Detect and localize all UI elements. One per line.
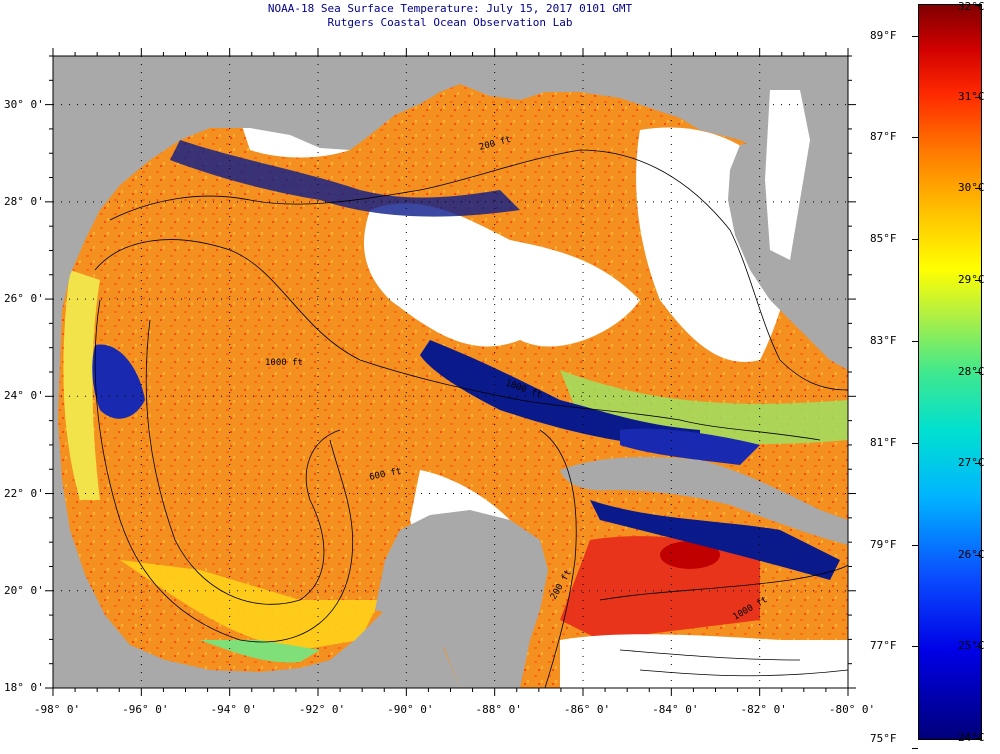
- colorbar-celsius-label: 30°C: [958, 181, 985, 195]
- longitude-label: -98° 0': [33, 703, 81, 716]
- latitude-label: 20° 0': [4, 583, 44, 597]
- contour-yucatan-shelf: [539, 429, 577, 688]
- land-yucatan: [375, 510, 548, 688]
- colorbar-tick: [912, 239, 918, 241]
- bathymetry-contours: [94, 149, 848, 688]
- longitude-label: -88° 0': [475, 703, 522, 716]
- colorbar-celsius-label: 26°C: [958, 547, 985, 561]
- colorbar-tick: [912, 35, 918, 37]
- cold-band-cuba: [590, 500, 840, 580]
- colorbar-tick: [975, 96, 981, 98]
- longitude-label: -84° 0': [652, 703, 699, 716]
- colorbar-tick: [975, 188, 981, 190]
- colorbar-tick: [912, 544, 918, 546]
- colorbar-celsius-label: 29°C: [958, 272, 985, 286]
- cold-patch-west: [92, 344, 145, 419]
- colorbar-tick: [975, 738, 981, 739]
- colorbar-fahrenheit-label: 75°F: [870, 732, 897, 745]
- contour-200ft: [109, 149, 848, 391]
- contour-1000ft: [94, 239, 821, 441]
- colorbar-tick: [975, 5, 981, 6]
- latitude-label: 22° 0': [4, 486, 44, 500]
- title-line-1: NOAA-18 Sea Surface Temperature: July 15…: [267, 2, 633, 15]
- contour-south: [619, 649, 848, 677]
- cloud-north-central: [364, 203, 640, 347]
- land-mexico-west: [53, 310, 460, 688]
- title-line-2: Rutgers Coastal Ocean Observation Lab: [327, 16, 573, 29]
- cloud-florida-coast: [765, 90, 810, 260]
- colorbar-celsius-label: 28°C: [958, 364, 985, 378]
- colorbar-tick: [975, 463, 981, 465]
- colorbar-tick: [975, 554, 981, 556]
- colorbar-fahrenheit-label: 83°F: [870, 333, 897, 347]
- hottest-spot: [660, 541, 720, 569]
- colorbar-celsius-label: 32°C: [958, 0, 985, 13]
- latitude-label: 26° 0': [4, 292, 44, 306]
- latitude-label: 30° 0': [4, 97, 44, 111]
- colorbar-fahrenheit-label: 81°F: [870, 435, 897, 449]
- cold-patch-keys: [620, 428, 760, 465]
- land-cuba: [560, 457, 848, 545]
- longitude-label: -86° 0': [563, 703, 611, 716]
- colorbar-tick: [912, 646, 918, 648]
- land-us-gulf-coast: [53, 56, 848, 310]
- latitude-label: 18° 0': [4, 681, 44, 694]
- colorbar-fahrenheit-label: 85°F: [870, 232, 897, 246]
- contour-deep: [94, 299, 354, 643]
- longitude-label: -82° 0': [740, 703, 787, 716]
- colorbar-fahrenheit-label: 77°F: [870, 639, 897, 653]
- cold-band-central: [420, 340, 700, 450]
- colorbar-tick: [975, 646, 981, 648]
- colorbar-fahrenheit-label: 79°F: [870, 537, 897, 551]
- cold-band-north: [170, 140, 520, 217]
- contour-label-1: 1000 ft: [265, 358, 303, 368]
- longitude-label: -94° 0': [210, 703, 257, 716]
- contour-cuba-south: [599, 564, 848, 601]
- longitude-label: -92° 0': [298, 703, 346, 716]
- colorbar-tick: [975, 371, 981, 373]
- colorbar-celsius-label: 25°C: [958, 639, 985, 653]
- contour-campeche: [145, 319, 341, 605]
- colorbar-celsius-label: 24°C: [958, 731, 985, 744]
- colorbar-celsius-label: 31°C: [958, 89, 985, 103]
- cloud-south-channel: [560, 634, 848, 688]
- colorbar-tick: [912, 340, 918, 342]
- axis-ticks: [45, 48, 856, 696]
- longitude-label: -80° 0': [828, 703, 876, 716]
- yellow-water-region: [120, 560, 380, 650]
- colorbar-celsius-label: 27°C: [958, 456, 985, 470]
- latitude-label: 28° 0': [4, 194, 44, 208]
- colorbar-fahrenheit-label: 87°F: [870, 130, 897, 144]
- yellow-coast-west: [63, 270, 100, 500]
- green-coastal-water: [200, 640, 320, 663]
- temperature-colorbar: [918, 4, 982, 740]
- colorbar-fahrenheit-label: 89°F: [870, 28, 897, 42]
- colorbar-tick: [975, 279, 981, 281]
- colorbar-tick: [912, 748, 918, 750]
- colorbar-tick: [912, 137, 918, 139]
- colorbar-tick: [912, 442, 918, 444]
- title-block: NOAA-18 Sea Surface Temperature: July 15…: [0, 2, 900, 30]
- latitude-label: 24° 0': [4, 389, 44, 403]
- longitude-label: -96° 0': [122, 703, 169, 716]
- longitude-label: -90° 0': [387, 703, 434, 716]
